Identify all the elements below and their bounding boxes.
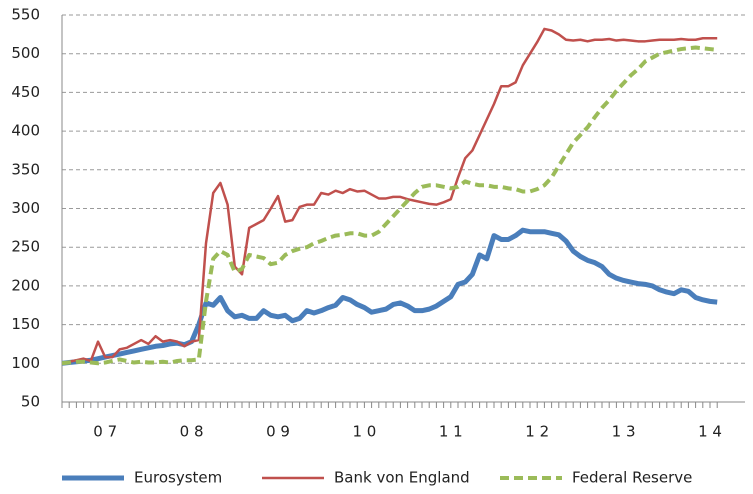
x-tick-label: 0 8 (180, 423, 204, 441)
x-tick-label: 1 3 (612, 423, 636, 441)
y-tick-label: 400 (11, 122, 40, 140)
legend-label: Bank von England (334, 469, 470, 487)
legend-label: Federal Reserve (572, 469, 692, 487)
y-tick-label: 50 (21, 393, 40, 411)
y-tick-label: 150 (11, 315, 40, 333)
y-tick-label: 100 (11, 354, 40, 372)
series-line (61, 45, 718, 366)
x-tick-label: 1 2 (525, 423, 549, 441)
series-line (61, 227, 718, 366)
legend-label: Eurosystem (134, 469, 222, 487)
y-tick-label: 200 (11, 276, 40, 294)
x-tick-label: 1 0 (352, 423, 376, 441)
y-tick-label: 250 (11, 238, 40, 256)
series-line (61, 27, 718, 365)
x-tick-label: 0 9 (266, 423, 290, 441)
y-tick-label: 450 (11, 83, 40, 101)
y-tick-label: 300 (11, 199, 40, 217)
x-tick-label: 1 4 (698, 423, 722, 441)
x-tick-label: 0 7 (93, 423, 117, 441)
x-tick-label: 1 1 (439, 423, 463, 441)
y-tick-label: 500 (11, 44, 40, 62)
y-tick-label: 350 (11, 160, 40, 178)
y-tick-label: 550 (11, 6, 40, 24)
